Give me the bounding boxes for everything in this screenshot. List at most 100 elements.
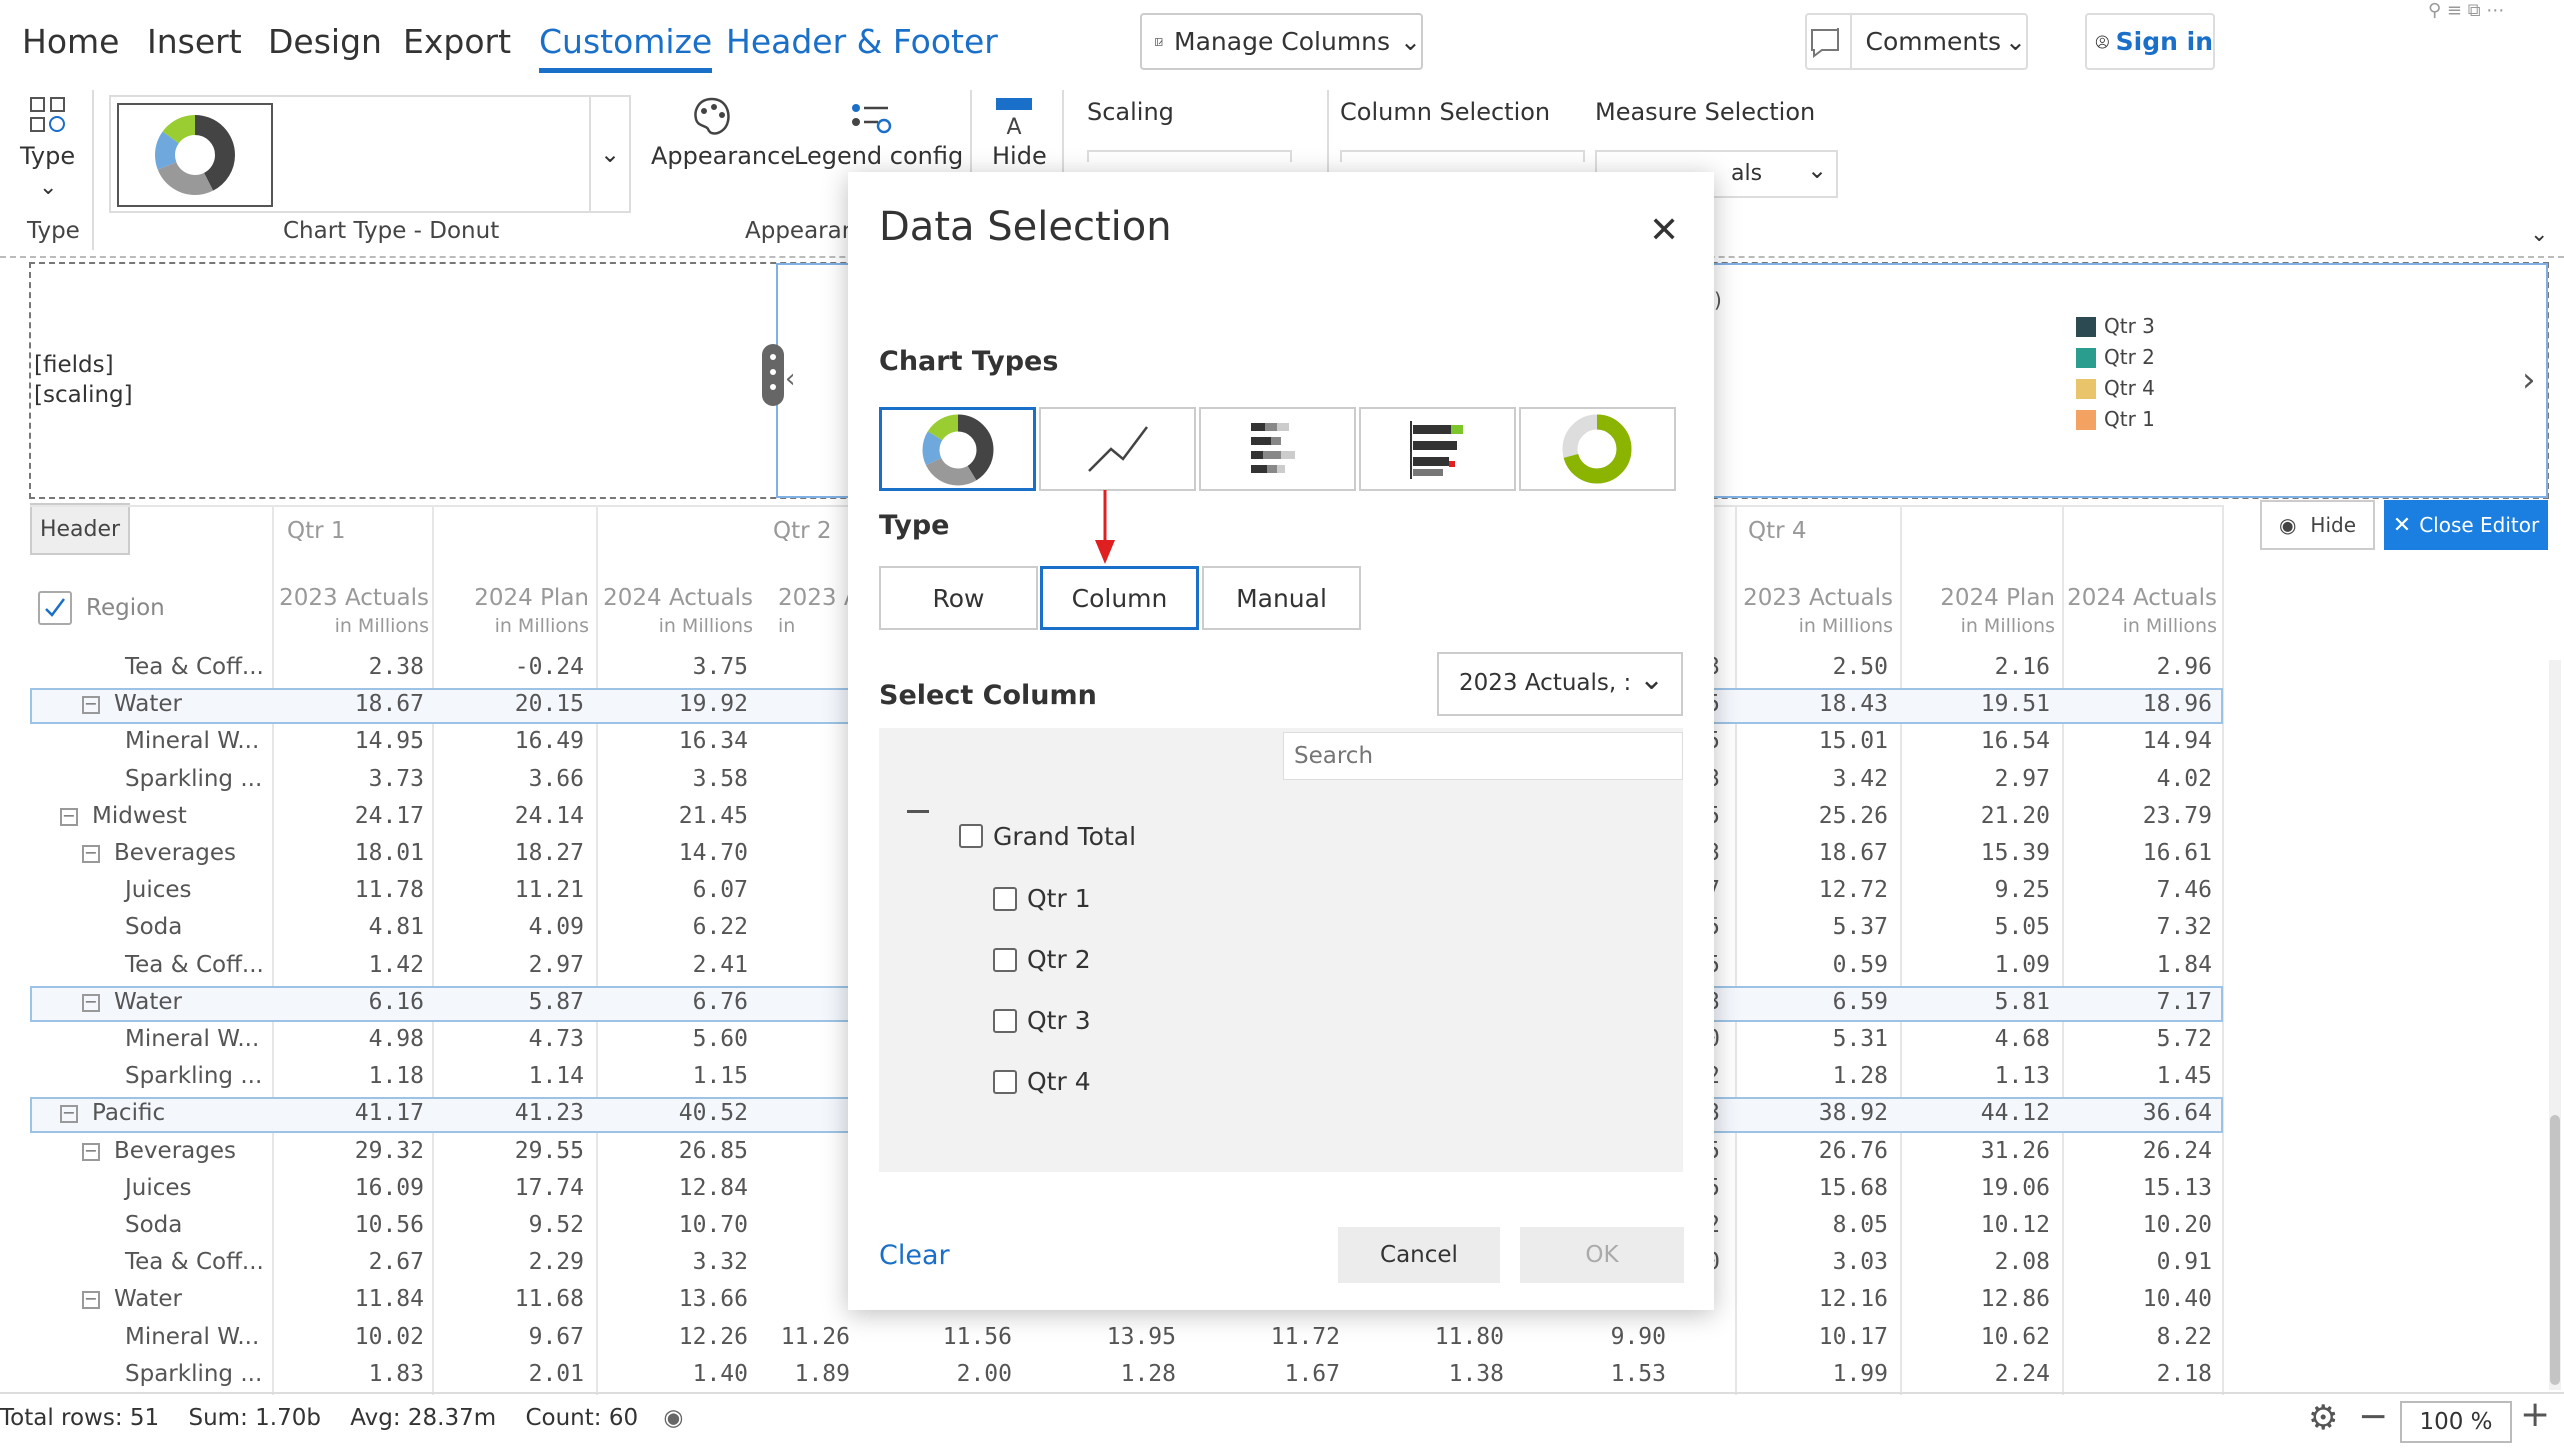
column-header-left[interactable]: 2023 Actuals in Millions: [274, 584, 429, 640]
row-label[interactable]: Sparkling ...: [125, 765, 263, 792]
header-tab[interactable]: Header: [30, 503, 130, 555]
collapse-row-icon[interactable]: −: [60, 1105, 78, 1124]
appearance-button[interactable]: Appearance: [651, 142, 796, 170]
row-label[interactable]: Mineral W...: [125, 1026, 260, 1052]
checkbox-qtr3[interactable]: [993, 1009, 1017, 1033]
tab-export[interactable]: Export: [403, 22, 512, 61]
table-cell: 2.67: [368, 1249, 424, 1276]
ribbon-collapse-chevron-icon[interactable]: ⌄: [2530, 222, 2549, 247]
hide-header-icon[interactable]: A: [992, 96, 1036, 144]
checkbox-qtr2[interactable]: [993, 948, 1017, 972]
checkbox-qtr1[interactable]: [993, 887, 1017, 911]
appearance-icon[interactable]: [690, 95, 734, 143]
chevron-down-icon[interactable]: ⌄: [39, 175, 58, 200]
checkbox-qtr4[interactable]: [993, 1070, 1017, 1094]
gallery-expand-chevron-icon[interactable]: ⌄: [591, 95, 631, 213]
column-header-right[interactable]: 2023 Actuals in Millions: [1738, 584, 1893, 640]
row-label[interactable]: Juices: [125, 1174, 192, 1201]
type-button[interactable]: [27, 94, 69, 140]
collapse-row-icon[interactable]: −: [82, 696, 100, 715]
row-label[interactable]: Water: [114, 691, 182, 718]
measure-selection-label: Measure Selection: [1595, 98, 1816, 126]
region-column-header[interactable]: Region: [86, 595, 165, 621]
chart-type-line[interactable]: [1039, 407, 1196, 491]
column-header-right[interactable]: 2024 Plan in Millions: [1900, 584, 2055, 640]
row-label[interactable]: Beverages: [114, 1137, 236, 1164]
tab-header-footer[interactable]: Header & Footer: [726, 22, 998, 61]
column-header-right[interactable]: 2024 Actuals in Millions: [2062, 584, 2217, 640]
tab-design[interactable]: Design: [268, 22, 382, 61]
tab-customize[interactable]: Customize: [539, 22, 713, 73]
chart-type-variance[interactable]: [1359, 407, 1516, 491]
tree-label-qtr3: Qtr 3: [1027, 1006, 1091, 1035]
column-header-left[interactable]: 2024 Actuals in Millions: [598, 584, 753, 640]
column-selection-dropdown[interactable]: [1340, 150, 1585, 162]
type-manual-button[interactable]: Manual: [1202, 566, 1361, 630]
zoom-out-icon[interactable]: −: [2358, 1396, 2389, 1437]
row-label[interactable]: Tea & Coff...: [125, 951, 264, 978]
annotation-arrow-icon: [1095, 490, 1115, 564]
collapse-row-icon[interactable]: −: [82, 1142, 100, 1161]
close-icon[interactable]: ✕: [1649, 210, 1680, 251]
table-cell: 1.84: [2156, 951, 2212, 978]
row-label[interactable]: Water: [114, 988, 182, 1015]
collapse-row-icon[interactable]: −: [82, 845, 100, 863]
row-label[interactable]: Tea & Coff...: [125, 654, 264, 680]
close-editor-button[interactable]: ✕ Close Editor: [2384, 500, 2548, 550]
hide-editor-button[interactable]: ◉ Hide: [2260, 500, 2375, 550]
chevron-right-icon[interactable]: ›: [2522, 360, 2536, 400]
chevron-left-icon[interactable]: ‹: [785, 364, 796, 394]
hide-button[interactable]: Hide: [992, 142, 1047, 170]
row-label[interactable]: Mineral W...: [125, 1323, 260, 1350]
type-row-button[interactable]: Row: [879, 566, 1038, 630]
row-label[interactable]: Soda: [125, 1212, 183, 1238]
column-header-partial[interactable]: 2023 A in: [778, 584, 848, 640]
zoom-level[interactable]: 100 %: [2400, 1401, 2512, 1443]
row-label[interactable]: Sparkling ...: [125, 1063, 263, 1090]
row-label[interactable]: Beverages: [114, 840, 236, 866]
column-dropdown[interactable]: 2023 Actuals, : ⌄: [1437, 652, 1683, 716]
cancel-button[interactable]: Cancel: [1338, 1227, 1500, 1283]
scrollbar-thumb[interactable]: [2550, 1115, 2560, 1385]
row-label[interactable]: Soda: [125, 914, 183, 941]
tab-home[interactable]: Home: [22, 22, 120, 61]
comments-button[interactable]: Comments: [1865, 27, 2002, 56]
sign-in-button[interactable]: Sign in: [2085, 13, 2215, 70]
collapse-row-icon[interactable]: −: [82, 993, 100, 1012]
chart-type-donut[interactable]: [879, 407, 1036, 491]
collapse-row-icon[interactable]: −: [60, 807, 78, 826]
column-header-left[interactable]: 2024 Plan in Millions: [434, 584, 589, 640]
donut-chart-thumbnail[interactable]: [117, 103, 273, 207]
ok-button[interactable]: OK: [1520, 1227, 1684, 1283]
row-label[interactable]: Sparkling ...: [125, 1360, 263, 1387]
resize-handle[interactable]: [762, 344, 784, 406]
select-all-checkbox[interactable]: [38, 591, 72, 625]
checkbox-grand-total[interactable]: [959, 824, 983, 848]
legend-config-icon[interactable]: [848, 98, 892, 142]
add-comment-icon[interactable]: [1807, 15, 1852, 68]
row-label[interactable]: Tea & Coff...: [125, 1249, 264, 1276]
table-cell: 11.72: [1270, 1323, 1340, 1350]
row-label[interactable]: Mineral W...: [125, 728, 260, 755]
row-label[interactable]: Water: [114, 1286, 182, 1313]
row-label[interactable]: Juices: [125, 877, 192, 904]
search-input[interactable]: [1283, 732, 1683, 780]
legend-config-button[interactable]: Legend config: [794, 142, 964, 170]
row-label[interactable]: Pacific: [92, 1100, 166, 1127]
row-label[interactable]: Midwest: [92, 802, 187, 829]
type-column-button[interactable]: Column: [1040, 566, 1199, 630]
window-controls[interactable]: ⚲ ≡ ⧉ ⋯: [2428, 0, 2505, 21]
scaling-dropdown[interactable]: [1087, 150, 1292, 162]
table-cell: 11.84: [354, 1286, 424, 1313]
gear-icon[interactable]: ⚙: [2308, 1398, 2339, 1438]
collapse-tree-icon[interactable]: [907, 810, 929, 813]
vertical-scrollbar[interactable]: [2549, 660, 2561, 1390]
chart-type-gauge[interactable]: [1519, 407, 1676, 491]
zoom-in-icon[interactable]: +: [2520, 1394, 2551, 1435]
chart-type-bar-stacked[interactable]: [1199, 407, 1356, 491]
collapse-row-icon[interactable]: −: [82, 1291, 100, 1310]
clear-link[interactable]: Clear: [879, 1240, 950, 1271]
eye-off-icon[interactable]: ◉: [663, 1405, 684, 1431]
tab-insert[interactable]: Insert: [147, 22, 242, 61]
manage-columns-button[interactable]: Manage Columns ⌄: [1140, 13, 1423, 70]
